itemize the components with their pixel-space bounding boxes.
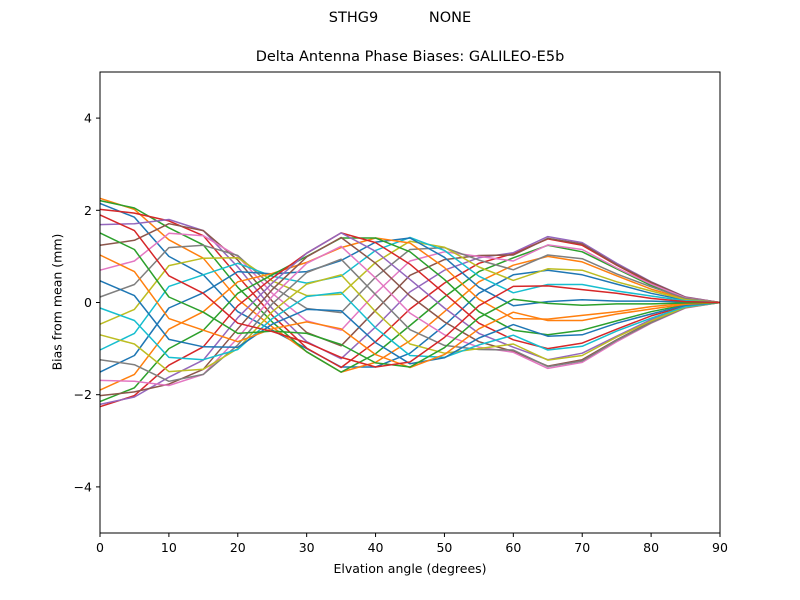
y-tick-label: −2	[74, 387, 92, 402]
series-line	[99, 222, 721, 347]
x-tick-label: 30	[299, 540, 315, 555]
y-tick-label: −4	[74, 479, 92, 494]
x-tick-label: 60	[505, 540, 521, 555]
series-line	[99, 240, 721, 325]
series-line	[99, 258, 721, 383]
x-tick-label: 40	[368, 540, 384, 555]
x-tick-label: 0	[96, 540, 104, 555]
series-line	[99, 280, 721, 365]
x-tick-label: 50	[436, 540, 452, 555]
x-axis-label: Elvation angle (degrees)	[333, 561, 487, 576]
series-lines	[99, 197, 721, 408]
series-line	[99, 274, 721, 373]
y-tick-label: 4	[84, 111, 92, 126]
x-axis-ticks: 0 10 20 30 40 50 60 70 80 90	[96, 533, 728, 555]
axes-frame	[99, 71, 721, 534]
chart-title: Delta Antenna Phase Biases: GALILEO-E5b	[255, 49, 565, 65]
series-line	[99, 254, 721, 369]
y-tick-label: 2	[84, 203, 92, 218]
y-axis-ticks: 4 2 0 −2 −4	[74, 111, 100, 494]
x-tick-label: 10	[161, 540, 177, 555]
y-tick-label: 0	[84, 295, 92, 310]
series-line	[99, 214, 721, 368]
x-tick-label: 70	[574, 540, 590, 555]
x-tick-label: 90	[712, 540, 728, 555]
series-line	[99, 291, 721, 361]
series-line	[99, 244, 721, 314]
figure-suptitle: STHG9 NONE	[328, 10, 472, 26]
x-tick-label: 80	[643, 540, 659, 555]
series-line	[99, 232, 721, 331]
series-line	[99, 236, 721, 351]
series-line	[99, 232, 721, 368]
x-tick-label: 20	[230, 540, 246, 555]
